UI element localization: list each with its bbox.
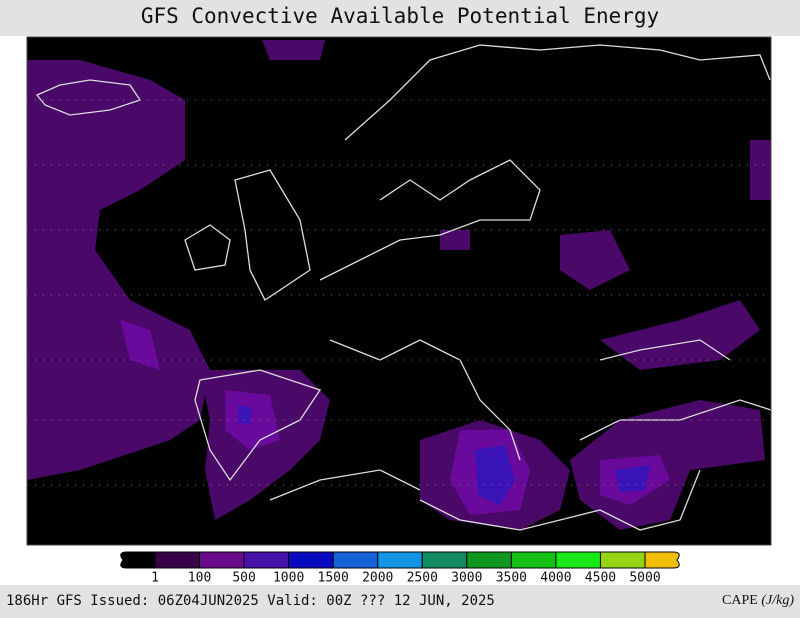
colorbar-label: 3500 <box>496 571 527 586</box>
colorbar-label: 4500 <box>585 571 616 586</box>
colorbar-swatch <box>243 551 290 569</box>
units: (J/kg) <box>761 593 794 608</box>
colorbar-label: 1 <box>151 571 159 586</box>
map-frame <box>26 36 772 546</box>
footer-left: 186Hr GFS Issued: 06Z04JUN2025 Valid: 00… <box>6 593 495 609</box>
colorbar-label: 1000 <box>273 571 304 586</box>
colorbar-swatch <box>332 551 379 569</box>
colorbar-swatch <box>555 551 601 569</box>
colorbar-swatch <box>288 551 334 569</box>
colorbar-swatch <box>120 551 156 569</box>
colorbar-label: 1500 <box>318 571 349 586</box>
colorbar-label: 3000 <box>451 571 482 586</box>
colorbar-swatch <box>510 551 557 569</box>
title: GFS Convective Available Potential Energ… <box>141 4 659 28</box>
colorbar-swatch <box>199 551 245 569</box>
colorbar-swatch <box>466 551 512 569</box>
colorbar-swatch <box>377 551 423 569</box>
colorbar-label: 2500 <box>407 571 438 586</box>
units-name: CAPE <box>722 593 758 608</box>
colorbar-label: 5000 <box>629 571 660 586</box>
colorbar-swatch <box>154 551 201 569</box>
colorbar-label: 2000 <box>362 571 393 586</box>
title-bar <box>0 0 800 36</box>
colorbar: 1 100 500 1000 1500 2000 2500 3000 3500 4000 4500 5… <box>120 551 680 586</box>
colorbar-label: 500 <box>232 571 255 586</box>
cape-field-max <box>238 405 650 505</box>
colorbar-swatch <box>421 551 468 569</box>
colorbar-label: 100 <box>188 571 211 586</box>
footer-right: CAPE (J/kg) <box>722 593 794 608</box>
colorbar-swatch <box>599 551 646 569</box>
footer-bar <box>0 585 800 618</box>
colorbar-label: 4000 <box>540 571 571 586</box>
cape-field <box>27 40 771 530</box>
colorbar-swatch <box>644 551 680 569</box>
